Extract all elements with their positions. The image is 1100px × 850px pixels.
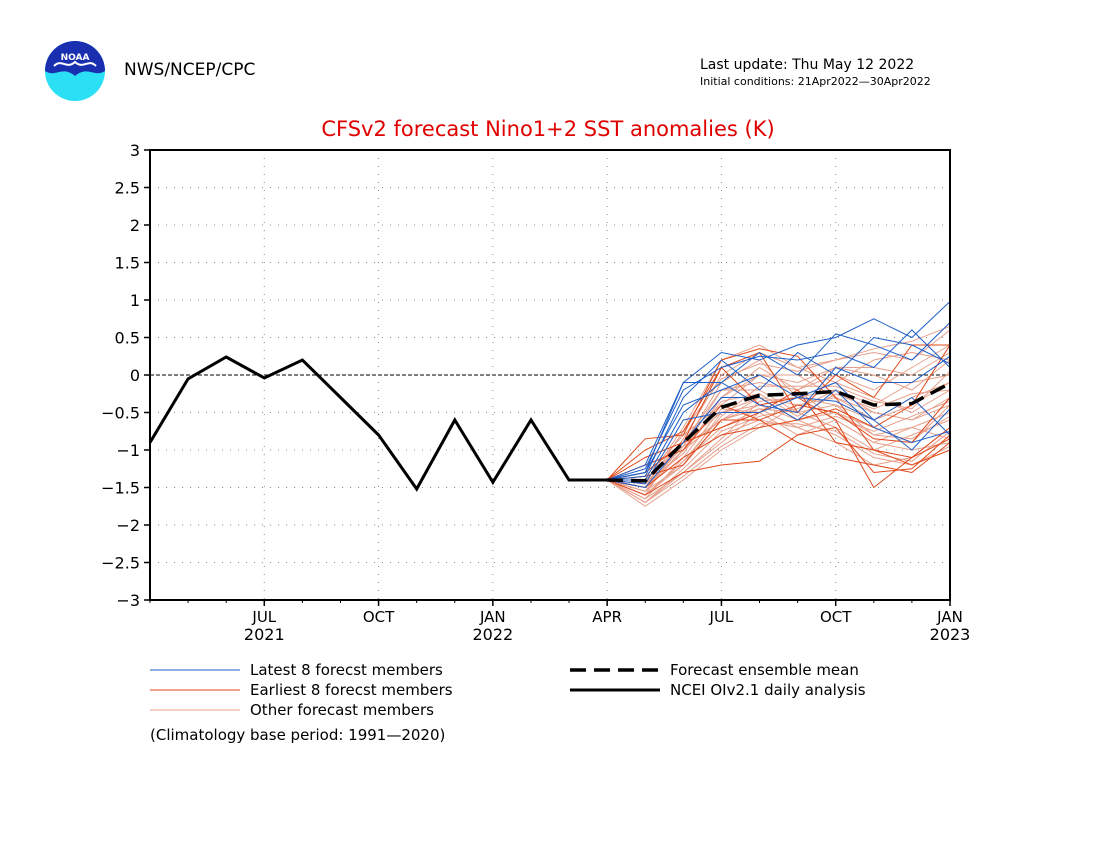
- y-tick-label: −2: [116, 516, 140, 535]
- plot-frame: [149, 149, 951, 601]
- legend-label-obs: NCEI OIv2.1 daily analysis: [670, 681, 866, 699]
- other-member-line: [606, 351, 951, 496]
- ensemble-mean-line: [607, 381, 951, 483]
- y-tick-label: −1.5: [101, 479, 140, 498]
- noaa-logo-icon: NOAA: [45, 41, 105, 101]
- x-tick-label: OCT: [820, 608, 852, 626]
- y-tick-label: 1: [130, 291, 140, 310]
- axes: 32.521.510.50−0.5−1−1.5−2−2.5−3JUL2021OC…: [101, 141, 970, 644]
- x-tick-label: JUL: [251, 608, 276, 626]
- x-tick-label: OCT: [363, 608, 395, 626]
- latest-member-line: [607, 336, 951, 481]
- observed-line: [148, 355, 608, 492]
- earliest-member-line: [606, 344, 950, 481]
- earliest-members-series: [606, 344, 951, 496]
- other-member-line: [607, 400, 951, 481]
- other-member-line: [607, 325, 951, 489]
- y-tick-label: 0.5: [115, 329, 140, 348]
- y-tick-label: 1.5: [115, 254, 140, 273]
- legend-label-latest: Latest 8 forecst members: [250, 661, 443, 679]
- y-tick-label: −1: [116, 441, 140, 460]
- earliest-member-line: [606, 397, 951, 481]
- y-tick-label: 2: [130, 216, 140, 235]
- y-tick-label: 0: [130, 366, 140, 385]
- other-member-line: [606, 396, 951, 500]
- latest-member-line: [607, 381, 951, 485]
- noaa-logo: NOAA: [44, 40, 106, 102]
- y-tick-label: 3: [130, 141, 140, 160]
- x-tick-label: JUL: [709, 608, 734, 626]
- latest-member-line: [607, 301, 951, 481]
- earliest-member-line: [606, 426, 951, 496]
- initial-conditions: Initial conditions: 21Apr2022—30Apr2022: [700, 75, 931, 88]
- earliest-member-line: [607, 344, 951, 489]
- other-members-series: [606, 325, 951, 507]
- logo-text: NOAA: [61, 53, 90, 63]
- x-tick-year: 2022: [472, 625, 513, 644]
- y-tick-label: −3: [116, 591, 140, 610]
- latest-members-series: [606, 301, 951, 489]
- earliest-member-line: [607, 419, 951, 481]
- y-tick-label: −2.5: [101, 554, 140, 573]
- legend-label-earliest: Earliest 8 forecst members: [250, 681, 453, 699]
- latest-member-line: [607, 355, 951, 481]
- latest-member-line: [607, 374, 951, 481]
- x-tick-label: APR: [592, 608, 622, 626]
- climatology-note: (Climatology base period: 1991—2020): [150, 726, 445, 744]
- observed-series: [148, 355, 608, 492]
- legend-label-other: Other forecast members: [250, 701, 434, 719]
- latest-member-line: [606, 322, 951, 481]
- last-update: Last update: Thu May 12 2022: [700, 57, 915, 73]
- chart-title: CFSv2 forecast Nino1+2 SST anomalies (K): [321, 117, 774, 141]
- y-tick-label: 2.5: [115, 179, 140, 198]
- x-tick-year: 2021: [244, 625, 285, 644]
- x-tick-label: JAN: [479, 608, 506, 626]
- latest-member-line: [606, 329, 951, 481]
- x-tick-label: JAN: [936, 608, 963, 626]
- y-tick-label: −0.5: [101, 404, 140, 423]
- org-name: NWS/NCEP/CPC: [124, 60, 256, 80]
- ensemble-mean-series: [607, 381, 951, 483]
- legend: Latest 8 forecst members Earliest 8 forec…: [150, 661, 866, 719]
- x-tick-year: 2023: [930, 625, 971, 644]
- legend-label-mean: Forecast ensemble mean: [670, 661, 859, 679]
